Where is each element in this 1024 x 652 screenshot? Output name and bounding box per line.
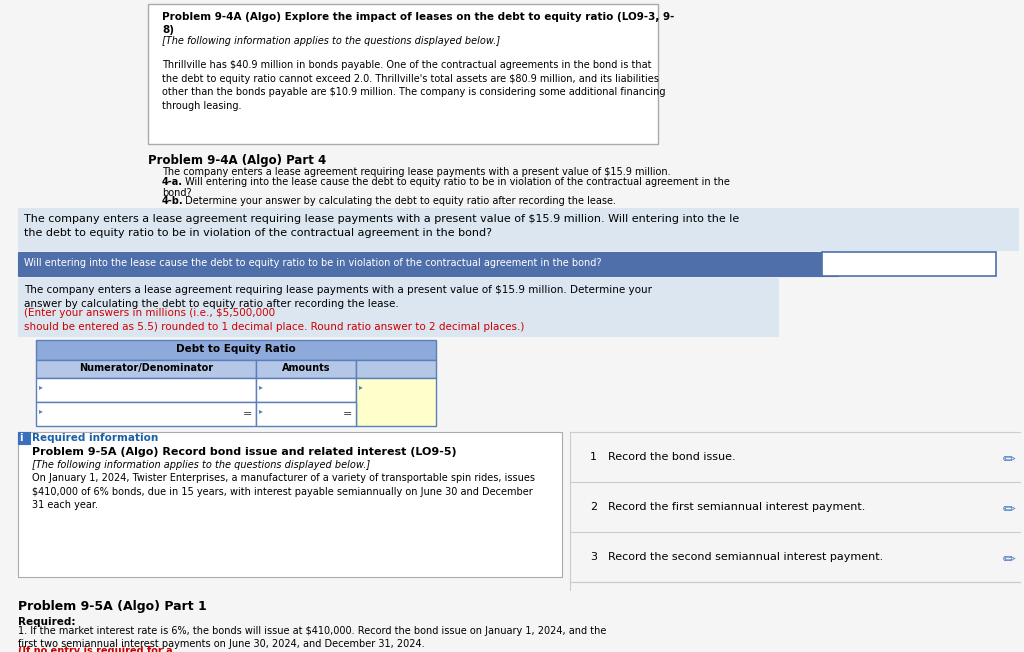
Text: =: = [343, 409, 352, 419]
Text: ▸: ▸ [259, 406, 263, 415]
Text: 1. If the market interest rate is 6%, the bonds will issue at $410,000. Record t: 1. If the market interest rate is 6%, th… [18, 626, 606, 649]
Text: ▸: ▸ [39, 382, 43, 391]
Text: The company enters a lease agreement requiring lease payments with a present val: The company enters a lease agreement req… [24, 214, 739, 224]
Bar [18, 252, 838, 276]
Text: Required:: Required: [18, 617, 76, 627]
Text: ✏: ✏ [1002, 552, 1015, 567]
Text: bond?: bond? [162, 188, 191, 198]
Text: Will entering into the lease cause the debt to equity ratio to be in violation o: Will entering into the lease cause the d… [182, 177, 730, 187]
Text: Problem 9-5A (Algo) Part 1: Problem 9-5A (Algo) Part 1 [18, 600, 207, 613]
Text: [The following information applies to the questions displayed below.]: [The following information applies to th… [162, 36, 500, 46]
Text: ✏: ✏ [1002, 452, 1015, 467]
Bar [18, 278, 778, 336]
Bar [356, 378, 436, 426]
Bar [36, 340, 436, 360]
Text: Thrillville has $40.9 million in bonds payable. One of the contractual agreement: Thrillville has $40.9 million in bonds p… [162, 60, 666, 111]
Text: On January 1, 2024, Twister Enterprises, a manufacturer of a variety of transpor: On January 1, 2024, Twister Enterprises,… [32, 473, 535, 511]
Text: (Enter your answers in millions (i.e., $5,500,000
should be entered as 5.5) roun: (Enter your answers in millions (i.e., $… [24, 308, 524, 332]
Text: Determine your answer by calculating the debt to equity ratio after recording th: Determine your answer by calculating the… [182, 196, 616, 206]
Text: the debt to equity ratio to be in violation of the contractual agreement in the : the debt to equity ratio to be in violat… [24, 228, 492, 238]
Bar [36, 360, 256, 378]
Text: Record the second semiannual interest payment.: Record the second semiannual interest pa… [608, 552, 884, 562]
Text: ▸: ▸ [359, 382, 362, 391]
Text: 3: 3 [590, 552, 597, 562]
Text: Numerator/Denominator: Numerator/Denominator [79, 363, 213, 373]
Text: Will entering into the lease cause the debt to equity ratio to be in violation o: Will entering into the lease cause the d… [24, 258, 601, 268]
Bar [256, 402, 356, 426]
Text: 4-a.: 4-a. [162, 177, 183, 187]
Text: Problem 9-4A (Algo) Explore the impact of leases on the debt to equity ratio (LO: Problem 9-4A (Algo) Explore the impact o… [162, 12, 675, 35]
Bar [822, 252, 996, 276]
Bar [18, 432, 30, 444]
Bar [18, 432, 562, 577]
Text: (If no entry is required for a
particular transaction/event, select "No Journal : (If no entry is required for a particula… [18, 646, 515, 652]
Text: Amounts: Amounts [282, 363, 331, 373]
Bar [36, 378, 256, 402]
Text: i: i [19, 433, 23, 443]
Text: =: = [243, 409, 252, 419]
Text: Required information: Required information [32, 433, 159, 443]
Text: Record the first semiannual interest payment.: Record the first semiannual interest pay… [608, 502, 865, 512]
Text: 2: 2 [590, 502, 597, 512]
Text: Record the bond issue.: Record the bond issue. [608, 452, 735, 462]
Text: Problem 9-5A (Algo) Record bond issue and related interest (LO9-5): Problem 9-5A (Algo) Record bond issue an… [32, 447, 457, 457]
Bar [18, 208, 1018, 250]
Bar [356, 360, 436, 378]
Bar [256, 360, 356, 378]
Text: ▸: ▸ [259, 382, 263, 391]
Text: The company enters a lease agreement requiring lease payments with a present val: The company enters a lease agreement req… [24, 285, 652, 308]
Bar [36, 402, 256, 426]
Text: Problem 9-4A (Algo) Part 4: Problem 9-4A (Algo) Part 4 [148, 154, 327, 167]
Text: ▸: ▸ [39, 406, 43, 415]
Bar [256, 378, 356, 402]
Text: ✏: ✏ [1002, 502, 1015, 517]
Bar [148, 4, 658, 144]
Text: Debt to Equity Ratio: Debt to Equity Ratio [176, 344, 296, 354]
Text: [The following information applies to the questions displayed below.]: [The following information applies to th… [32, 460, 370, 470]
Text: The company enters a lease agreement requiring lease payments with a present val: The company enters a lease agreement req… [162, 167, 671, 177]
Text: 1: 1 [590, 452, 597, 462]
Text: 4-b.: 4-b. [162, 196, 183, 206]
